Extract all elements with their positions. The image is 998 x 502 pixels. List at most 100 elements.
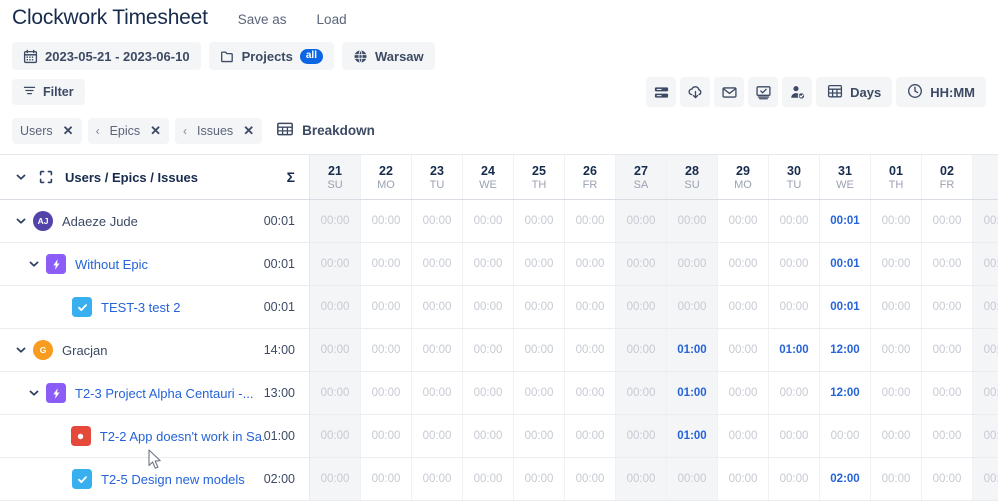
time-cell[interactable]: 00:00 (667, 200, 718, 242)
time-cell[interactable]: 12:00 (820, 329, 871, 371)
time-cell[interactable]: 00:00 (463, 243, 514, 285)
time-cell[interactable]: 00:00 (463, 458, 514, 500)
projects-pill[interactable]: Projects all (208, 42, 334, 70)
chevron-left-icon[interactable]: ‹ (183, 123, 188, 138)
time-cell[interactable]: 00:00 (922, 415, 973, 457)
table-row[interactable]: T2-5 Design new models 02:00 00:00 00:00 00:… (0, 458, 998, 501)
time-cell[interactable]: 00:00 (565, 415, 616, 457)
time-cell[interactable]: 00:00 (514, 329, 565, 371)
time-cell[interactable]: 00:00 (922, 243, 973, 285)
time-cell[interactable]: 00:00 (565, 458, 616, 500)
time-cell[interactable]: 00:00 (769, 415, 820, 457)
date-column-header[interactable]: 28 SU (667, 155, 718, 199)
time-cell[interactable]: 00:00 (412, 286, 463, 328)
time-cell[interactable]: 00:00 (412, 329, 463, 371)
time-cell[interactable]: 00:00 (973, 329, 998, 371)
time-cell[interactable]: 00:00 (565, 286, 616, 328)
time-cell[interactable]: 00:00 (871, 415, 922, 457)
time-cell[interactable]: 00:00 (973, 415, 998, 457)
load-button[interactable]: Load (316, 12, 347, 27)
chevron-down-icon[interactable] (22, 387, 46, 399)
time-cell[interactable]: 00:00 (412, 458, 463, 500)
time-cell[interactable]: 00:00 (871, 329, 922, 371)
time-cell[interactable]: 00:00 (616, 372, 667, 414)
row-name[interactable]: T2-3 Project Alpha Centauri -... (75, 385, 254, 401)
time-cell[interactable]: 00:01 (820, 200, 871, 242)
time-cell[interactable]: 00:00 (922, 286, 973, 328)
time-cell[interactable]: 00:00 (871, 243, 922, 285)
time-cell[interactable]: 00:00 (361, 200, 412, 242)
time-cell[interactable]: 00:00 (616, 458, 667, 500)
time-cell[interactable]: 00:00 (310, 372, 361, 414)
time-cell[interactable]: 00:00 (769, 200, 820, 242)
close-icon[interactable]: ✕ (243, 122, 255, 138)
chevron-left-icon[interactable]: ‹ (95, 123, 100, 138)
time-cell[interactable]: 00:00 (310, 329, 361, 371)
row-name[interactable]: TEST-3 test 2 (101, 299, 181, 315)
time-cell[interactable]: 00:00 (718, 329, 769, 371)
time-cell[interactable]: 00:00 (718, 458, 769, 500)
time-cell[interactable]: 00:01 (820, 243, 871, 285)
time-cell[interactable]: 00:00 (973, 286, 998, 328)
date-column-header[interactable]: 25 TH (514, 155, 565, 199)
time-cell[interactable]: 00:00 (514, 286, 565, 328)
date-column-header[interactable]: 02 FR (922, 155, 973, 199)
time-cell[interactable]: 00:00 (769, 286, 820, 328)
time-cell[interactable]: 00:00 (667, 286, 718, 328)
time-cell[interactable]: 00:00 (820, 415, 871, 457)
cloud-download-icon[interactable] (680, 77, 711, 107)
time-cell[interactable]: 01:00 (667, 372, 718, 414)
time-cell[interactable]: 00:00 (718, 200, 769, 242)
timezone-pill[interactable]: Warsaw (342, 42, 435, 70)
chip-issues[interactable]: ‹ Issues ✕ (175, 117, 263, 144)
table-row[interactable]: T2-2 App doesn't work in Sa... 01:00 00:00… (0, 415, 998, 458)
table-row[interactable]: Without Epic 00:01 00:00 00:00 00:00 00:00 00:… (0, 243, 998, 286)
time-cell[interactable]: 00:00 (361, 372, 412, 414)
time-cell[interactable]: 00:00 (616, 329, 667, 371)
time-cell[interactable]: 00:00 (463, 372, 514, 414)
rows-layout-icon[interactable] (646, 77, 677, 107)
time-cell[interactable]: 00:00 (412, 372, 463, 414)
time-cell[interactable]: 00:00 (514, 200, 565, 242)
time-cell[interactable]: 00:00 (616, 415, 667, 457)
date-column-header[interactable]: 22 MO (361, 155, 412, 199)
date-column-header[interactable]: 24 WE (463, 155, 514, 199)
time-cell[interactable]: 00:00 (718, 243, 769, 285)
time-cell[interactable]: 00:00 (922, 372, 973, 414)
time-format-button[interactable]: HH:MM (896, 77, 986, 107)
time-cell[interactable]: 00:00 (565, 243, 616, 285)
time-cell[interactable]: 00:00 (412, 415, 463, 457)
date-column-header[interactable]: 31 WE (820, 155, 871, 199)
time-cell[interactable]: 00:00 (973, 243, 998, 285)
time-cell[interactable]: 00:00 (973, 200, 998, 242)
time-cell[interactable]: 00:00 (463, 286, 514, 328)
time-cell[interactable]: 00:00 (463, 200, 514, 242)
date-column-header[interactable]: 30 TU (769, 155, 820, 199)
time-cell[interactable]: 00:00 (361, 415, 412, 457)
time-cell[interactable]: 00:00 (361, 329, 412, 371)
close-icon[interactable]: ✕ (62, 122, 74, 138)
date-column-header[interactable]: 26 FR (565, 155, 616, 199)
close-icon[interactable]: ✕ (150, 122, 162, 138)
row-name[interactable]: Without Epic (75, 256, 148, 272)
row-name[interactable]: T2-5 Design new models (101, 471, 245, 487)
time-cell[interactable]: 00:00 (310, 200, 361, 242)
table-row[interactable]: TEST-3 test 2 00:01 00:00 00:00 00:00 00:00 00… (0, 286, 998, 329)
time-cell[interactable]: 00:00 (463, 415, 514, 457)
time-cell[interactable]: 00:00 (310, 243, 361, 285)
row-name[interactable]: T2-2 App doesn't work in Sa... (99, 428, 264, 444)
time-cell[interactable]: 00:00 (361, 243, 412, 285)
time-cell[interactable]: 00:00 (310, 415, 361, 457)
chevron-down-icon[interactable] (9, 215, 33, 227)
monitor-check-icon[interactable] (748, 77, 779, 107)
chip-epics[interactable]: ‹ Epics ✕ (87, 117, 170, 144)
time-cell[interactable]: 00:00 (361, 458, 412, 500)
table-row[interactable]: G Gracjan 14:00 00:00 00:00 00:00 00:00 00:00 00… (0, 329, 998, 372)
time-cell[interactable]: 00:00 (514, 458, 565, 500)
time-cell[interactable]: 00:00 (871, 458, 922, 500)
time-cell[interactable]: 00:00 (514, 243, 565, 285)
time-cell[interactable]: 01:00 (667, 329, 718, 371)
date-column-header[interactable]: 21 SU (310, 155, 361, 199)
time-cell[interactable]: 00:00 (973, 372, 998, 414)
time-cell[interactable]: 00:00 (412, 243, 463, 285)
